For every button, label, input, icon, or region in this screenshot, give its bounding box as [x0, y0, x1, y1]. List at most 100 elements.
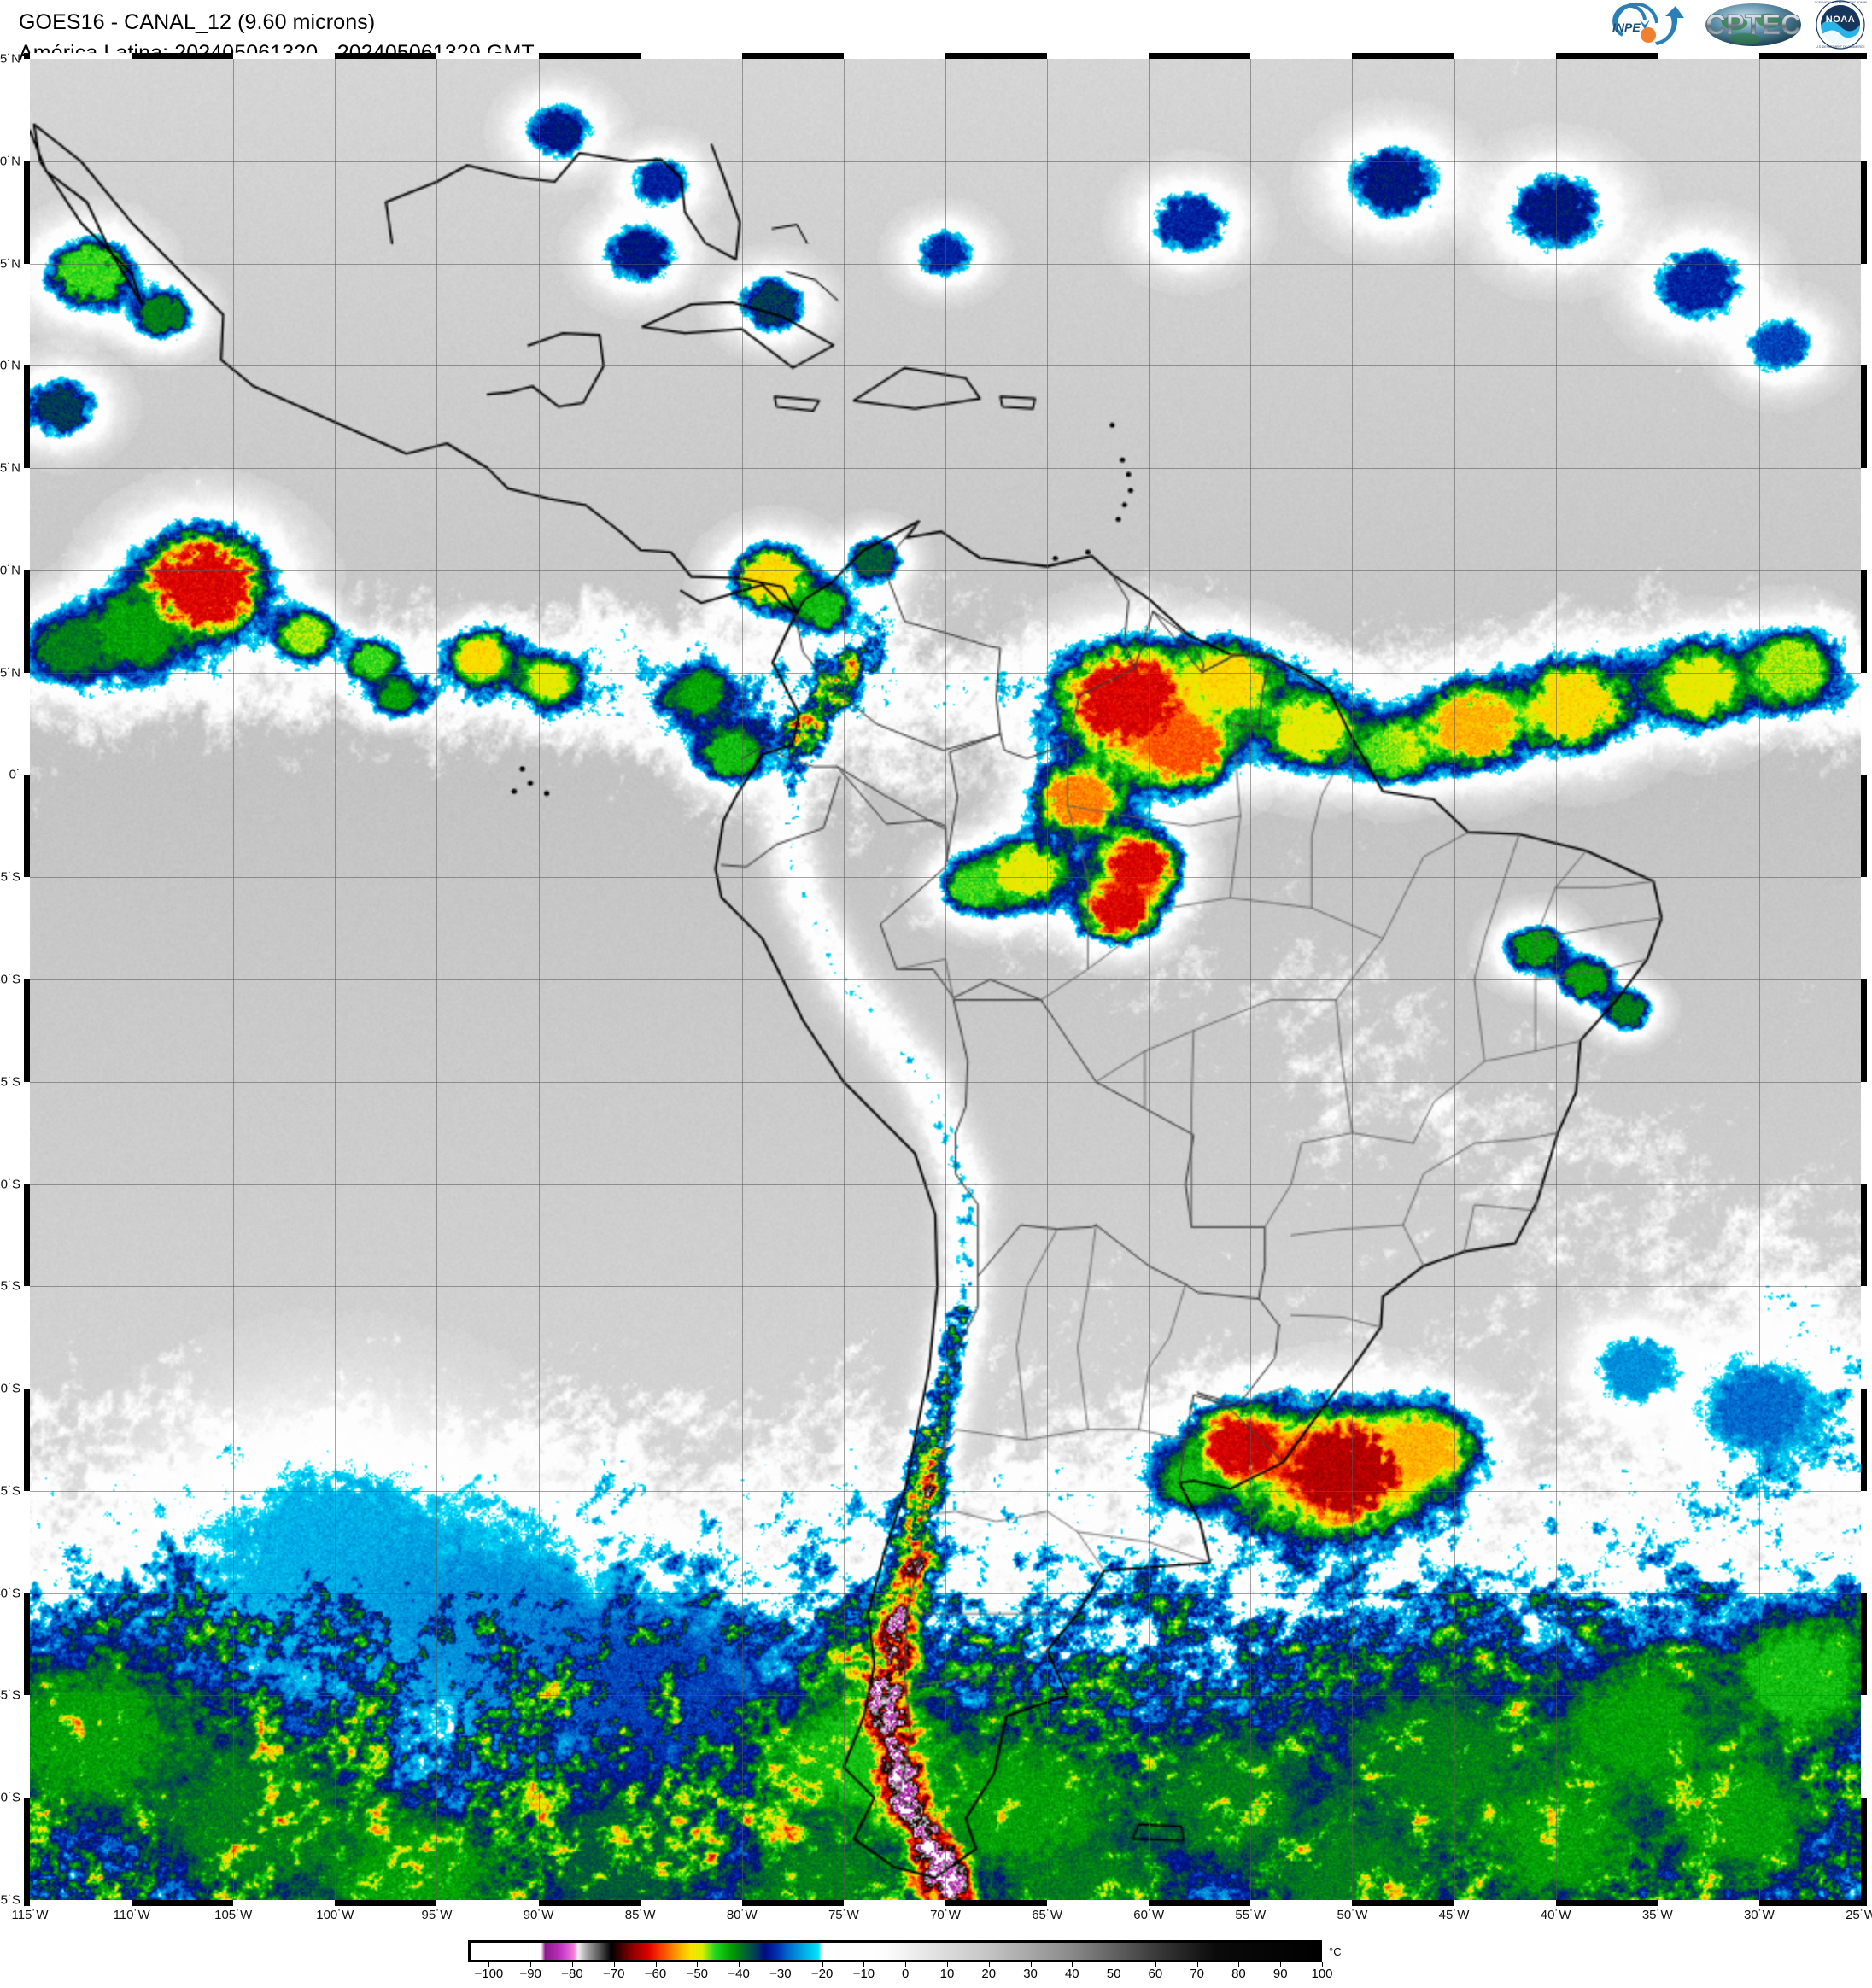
longitude-tick-label: 105˙W: [214, 1908, 253, 1922]
colorbar-tick-label: 10: [939, 1967, 955, 1981]
frame-tick-segment: [24, 1490, 30, 1593]
frame-tick-segment: [843, 1900, 945, 1906]
latitude-tick-label: 40˙S: [0, 1586, 20, 1601]
colorbar-ticks: −100 −90 −80 −70 −60 −50 −40 −30 −20 −10 0 10 20 30 40…: [468, 1962, 1333, 1986]
latitude-tick-label: 35˙S: [0, 1483, 20, 1499]
colorbar-tick-label: 20: [981, 1967, 997, 1981]
logo-group: INPE: [1600, 0, 1872, 54]
frame-tick-segment: [1861, 1081, 1867, 1184]
colorbar-tick-label: −50: [686, 1967, 709, 1981]
frame-tick-segment: [1047, 53, 1150, 59]
frame-tick-segment: [1861, 1490, 1867, 1593]
frame-tick-segment: [1250, 53, 1353, 59]
colorbar-tick-mark: [655, 1962, 657, 1967]
colorbar-tick-label: 100: [1311, 1967, 1333, 1981]
colorbar-tick-mark: [613, 1962, 615, 1967]
frame-tick-segment: [1454, 1900, 1556, 1906]
frame-tick-segment: [24, 877, 30, 979]
frame-tick-segment: [24, 672, 30, 775]
longitude-tick-label: 90˙W: [523, 1908, 554, 1922]
colorbar-tick-label: −10: [852, 1967, 875, 1981]
frame-tick-segment: [1250, 1900, 1353, 1906]
colorbar-tick-label: 60: [1148, 1967, 1163, 1981]
latitude-tick-label: 0˙: [9, 767, 20, 782]
latitude-tick-label: 50˙S: [0, 1790, 20, 1805]
colorbar-unit-label: °C: [1329, 1945, 1342, 1958]
longitude-tick-label: 45˙W: [1438, 1908, 1470, 1922]
colorbar-tick-label: 90: [1272, 1967, 1288, 1981]
colorbar-tick-label: 70: [1190, 1967, 1204, 1981]
inpe-logo: INPE: [1600, 1, 1693, 53]
frame-tick-segment: [24, 263, 30, 366]
colorbar-tick-mark: [905, 1962, 907, 1967]
latitude-tick-label: 10˙N: [0, 563, 20, 578]
frame-tick-segment: [24, 59, 30, 161]
frame-tick-segment: [24, 1286, 30, 1389]
colorbar-tick-mark: [571, 1962, 573, 1967]
frame-tick-segment: [24, 1081, 30, 1184]
colorbar: [468, 1940, 1322, 1962]
colorbar-tick-mark: [1072, 1962, 1073, 1967]
frame-tick-segment: [1861, 877, 1867, 979]
longitude-tick-label: 50˙W: [1337, 1908, 1368, 1922]
longitude-tick-label: 115˙W: [11, 1908, 49, 1922]
colorbar-tick-label: −60: [644, 1967, 667, 1981]
latitude-tick-label: 10˙S: [0, 972, 20, 987]
svg-text:CPTEC: CPTEC: [1705, 9, 1801, 40]
svg-text:INPE: INPE: [1612, 20, 1641, 34]
longitude-tick-label: 25˙W: [1846, 1908, 1872, 1922]
frame-tick-segment: [1861, 672, 1867, 775]
colorbar-tick-label: 80: [1231, 1967, 1246, 1981]
latitude-tick-label: 45˙S: [0, 1687, 20, 1703]
longitude-tick-label: 55˙W: [1235, 1908, 1267, 1922]
product-title: GOES16 - CANAL_12 (9.60 microns): [19, 10, 376, 34]
latitude-tick-label: 20˙S: [0, 1177, 20, 1192]
colorbar-tick-mark: [863, 1962, 865, 1967]
colorbar-tick-mark: [1238, 1962, 1240, 1967]
colorbar-tick-mark: [946, 1962, 948, 1967]
longitude-tick-label: 70˙W: [930, 1908, 961, 1922]
frame-tick-segment: [1454, 53, 1556, 59]
frame-tick-segment: [24, 468, 30, 570]
latitude-tick-label: 30˙N: [0, 154, 20, 169]
colorbar-tick-label: −40: [728, 1967, 750, 1981]
latitude-tick-label: 35˙N: [0, 51, 20, 67]
latitude-tick-label: 15˙S: [0, 1074, 20, 1090]
satellite-map[interactable]: [24, 53, 1867, 1906]
colorbar-tick-label: −20: [810, 1967, 834, 1981]
colorbar-tick-mark: [488, 1962, 490, 1967]
colorbar-tick-label: −30: [769, 1967, 792, 1981]
latitude-axis: 35˙N 30˙N 25˙N 20˙N 15˙N 10˙N 5˙N 0˙ 5˙S 10˙S 15˙S…: [0, 51, 24, 1908]
longitude-tick-label: 75˙W: [828, 1908, 859, 1922]
colorbar-tick-mark: [1322, 1962, 1323, 1967]
frame-tick-segment: [1861, 59, 1867, 161]
latitude-tick-label: 55˙S: [0, 1892, 20, 1908]
colorbar-tick-label: 30: [1023, 1967, 1038, 1981]
colorbar-tick-mark: [1196, 1962, 1198, 1967]
frame-tick-segment: [1861, 1286, 1867, 1389]
colorbar-tick-mark: [1155, 1962, 1156, 1967]
colorbar-tick-label: −100: [474, 1967, 504, 1981]
longitude-tick-label: 110˙W: [113, 1908, 150, 1922]
colorbar-tick-mark: [1030, 1962, 1032, 1967]
frame-tick-segment: [1047, 1900, 1150, 1906]
frame-tick-segment: [24, 1695, 30, 1798]
colorbar-tick-mark: [822, 1962, 823, 1967]
frame-tick-segment: [1861, 1695, 1867, 1798]
colorbar-tick-mark: [739, 1962, 740, 1967]
latitude-tick-label: 15˙N: [0, 460, 20, 476]
longitude-tick-label: 60˙W: [1133, 1908, 1165, 1922]
latitude-tick-label: 25˙N: [0, 256, 20, 272]
colorbar-tick-label: 50: [1106, 1967, 1121, 1981]
longitude-tick-label: 85˙W: [624, 1908, 656, 1922]
noaa-logo: NOAA NATIONAL OCEANIC AND ATMOSPHERIC AD…: [1799, 0, 1872, 54]
frame-tick-segment: [1657, 1900, 1759, 1906]
latitude-tick-label: 25˙S: [0, 1278, 20, 1294]
cptec-logo: CPTEC: [1703, 1, 1804, 53]
colorbar-tick-mark: [988, 1962, 990, 1967]
latitude-tick-label: 5˙N: [0, 665, 20, 681]
colorbar-gradient: [471, 1943, 1319, 1960]
frame-tick-segment: [1861, 263, 1867, 366]
frame-tick-segment: [30, 1900, 132, 1906]
colorbar-block: −100 −90 −80 −70 −60 −50 −40 −30 −20 −10 0 10 20 30 40…: [0, 1937, 1872, 1988]
